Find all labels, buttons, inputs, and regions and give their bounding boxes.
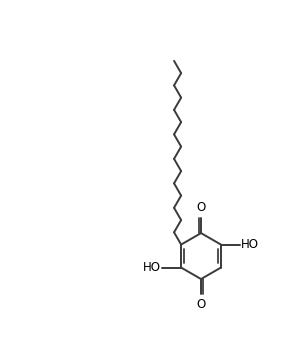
Text: O: O [197, 298, 206, 311]
Text: O: O [197, 201, 206, 214]
Text: HO: HO [143, 261, 161, 274]
Text: HO: HO [241, 238, 259, 251]
